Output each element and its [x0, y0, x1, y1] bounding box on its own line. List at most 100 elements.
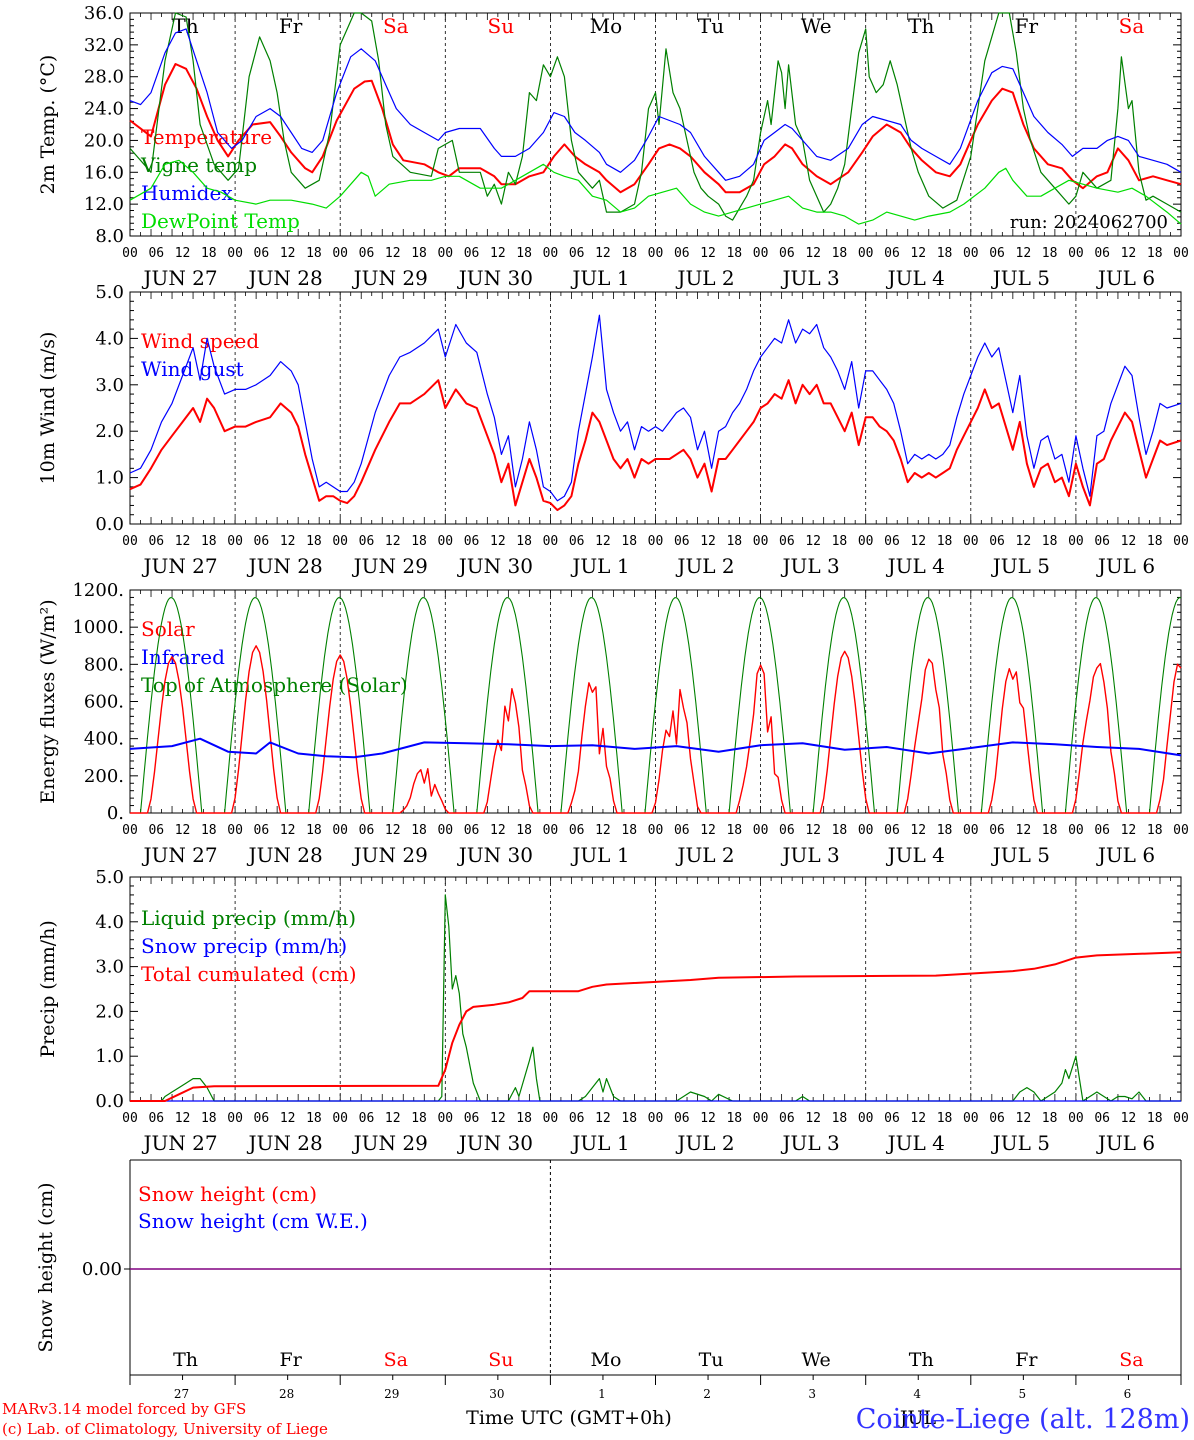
- hour-tick-label: 12: [175, 1111, 191, 1126]
- hour-tick-label: 12: [910, 1111, 926, 1126]
- hour-tick-label: 12: [1016, 246, 1032, 261]
- hour-tick-label: 06: [569, 1111, 585, 1126]
- hour-tick-label: 12: [595, 534, 611, 549]
- y-tick-label: 600.: [84, 692, 124, 713]
- hour-tick-label: 18: [832, 246, 848, 261]
- date-label: JUL 6: [1096, 266, 1155, 290]
- y-tick-label: 0.0: [95, 514, 124, 535]
- legend-snow-height-cm: Snow height (cm): [138, 1182, 317, 1206]
- date-label: JUL 1: [570, 1131, 629, 1155]
- y-axis-label: 10m Wind (m/s): [37, 332, 59, 485]
- y-tick-label: 1200.: [72, 580, 124, 601]
- hour-tick-label: 00: [963, 823, 979, 838]
- hour-tick-label: 18: [201, 1111, 217, 1126]
- y-tick-label: 1.0: [95, 468, 124, 489]
- hour-tick-label: 06: [779, 534, 795, 549]
- hour-tick-label: 06: [464, 1111, 480, 1126]
- legend-wind-speed: Wind speed: [141, 329, 259, 353]
- hour-tick-label: 06: [884, 534, 900, 549]
- hour-tick-label: 06: [254, 246, 270, 261]
- hour-tick-label: 00: [437, 246, 453, 261]
- hour-tick-label: 00: [543, 246, 559, 261]
- weekday-label: Fr: [1015, 14, 1039, 38]
- legend-humidex: Humidex: [141, 181, 233, 205]
- y-axis-label: Precip (mm/h): [37, 920, 59, 1058]
- date-label: JUN 27: [141, 1131, 217, 1155]
- hour-tick-label: 00: [1068, 823, 1084, 838]
- date-label: JUL 3: [781, 1131, 840, 1155]
- hour-tick-label: 12: [805, 1111, 821, 1126]
- hour-tick-label: 00: [1173, 823, 1189, 838]
- hour-tick-label: 12: [910, 823, 926, 838]
- weekday-label: Tu: [699, 1349, 724, 1371]
- hour-tick-label: 00: [1068, 1111, 1084, 1126]
- day-number-label: 27: [174, 1387, 189, 1401]
- hour-tick-label: 00: [543, 1111, 559, 1126]
- hour-tick-label: 00: [122, 246, 138, 261]
- hour-tick-label: 00: [858, 823, 874, 838]
- hour-tick-label: 00: [648, 246, 664, 261]
- date-label: JUL 4: [886, 843, 945, 867]
- hour-tick-label: 06: [569, 534, 585, 549]
- date-label: JUL 1: [570, 266, 629, 290]
- hour-tick-label: 12: [1121, 534, 1137, 549]
- hour-tick-label: 18: [832, 534, 848, 549]
- hour-tick-label: 06: [569, 246, 585, 261]
- date-label: JUL 5: [991, 1131, 1050, 1155]
- series-infrared: [129, 737, 1182, 759]
- day-number-label: 1: [598, 1387, 606, 1401]
- hour-tick-label: 18: [726, 1111, 742, 1126]
- hour-tick-label: 06: [884, 1111, 900, 1126]
- hour-tick-label: 06: [674, 1111, 690, 1126]
- day-number-label: 6: [1124, 1387, 1132, 1401]
- date-label: JUN 27: [141, 843, 217, 867]
- hour-tick-label: 06: [569, 823, 585, 838]
- hour-tick-label: 12: [1016, 1111, 1032, 1126]
- hour-tick-label: 00: [332, 246, 348, 261]
- hour-tick-label: 18: [621, 246, 637, 261]
- hour-tick-label: 12: [700, 1111, 716, 1126]
- hour-tick-label: 00: [122, 1111, 138, 1126]
- hour-tick-label: 06: [148, 1111, 164, 1126]
- hour-tick-label: 06: [989, 534, 1005, 549]
- y-tick-label: 20.0: [84, 130, 124, 151]
- hour-tick-label: 18: [832, 823, 848, 838]
- hour-tick-label: 12: [385, 1111, 401, 1126]
- day-number-label: 30: [489, 1387, 504, 1401]
- hour-tick-label: 06: [779, 823, 795, 838]
- weekday-label: Su: [488, 1349, 513, 1371]
- y-tick-label: 200.: [84, 766, 124, 787]
- hour-tick-label: 00: [332, 1111, 348, 1126]
- weekday-label: Th: [172, 14, 198, 38]
- hour-tick-label: 06: [254, 823, 270, 838]
- hour-tick-label: 00: [1173, 534, 1189, 549]
- date-label: JUL 4: [886, 1131, 945, 1155]
- hour-tick-label: 12: [1121, 1111, 1137, 1126]
- legend-snow-height-cm-w-e: Snow height (cm W.E.): [138, 1209, 368, 1233]
- hour-tick-label: 06: [989, 246, 1005, 261]
- hour-tick-label: 18: [621, 823, 637, 838]
- y-tick-label: 4.0: [95, 912, 124, 933]
- hour-tick-label: 12: [1121, 823, 1137, 838]
- legend-liquid-precip-mm-h: Liquid precip (mm/h): [141, 906, 356, 930]
- hour-tick-label: 12: [595, 823, 611, 838]
- legend-dewpoint-temp: DewPoint Temp: [141, 209, 300, 233]
- hour-tick-label: 12: [910, 534, 926, 549]
- hour-tick-label: 18: [832, 1111, 848, 1126]
- y-tick-label: 5.0: [95, 282, 124, 303]
- run-label: run: 2024062700: [1010, 212, 1168, 233]
- y-tick-label: 28.0: [84, 67, 124, 88]
- date-label: JUN 29: [352, 554, 428, 578]
- hour-tick-label: 12: [700, 823, 716, 838]
- hour-tick-label: 18: [1042, 246, 1058, 261]
- hour-tick-label: 00: [858, 534, 874, 549]
- hour-tick-label: 00: [122, 823, 138, 838]
- hour-tick-label: 00: [543, 534, 559, 549]
- hour-tick-label: 18: [516, 1111, 532, 1126]
- date-label: JUL 1: [570, 843, 629, 867]
- hour-tick-label: 06: [148, 534, 164, 549]
- panel-4: 0.00 Snow height (cm) Snow height (cm) Snow…: [35, 1159, 1182, 1429]
- date-label: JUN 27: [141, 554, 217, 578]
